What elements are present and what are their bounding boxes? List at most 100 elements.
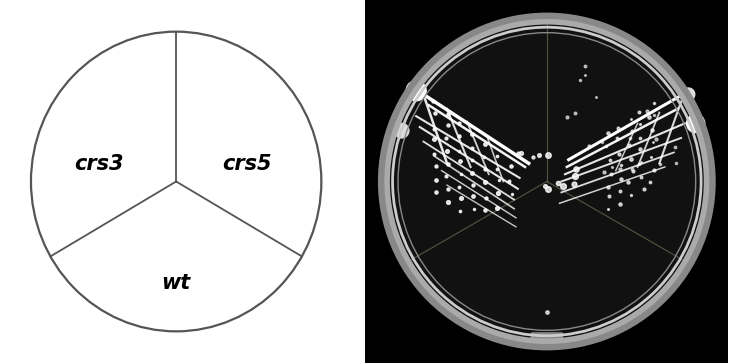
Point bbox=[648, 168, 660, 174]
FancyBboxPatch shape bbox=[531, 332, 563, 343]
Point bbox=[602, 206, 614, 212]
Point bbox=[453, 184, 465, 189]
Point bbox=[583, 143, 595, 149]
Point bbox=[625, 135, 636, 141]
Point bbox=[633, 135, 645, 141]
Point bbox=[440, 173, 452, 179]
Point bbox=[625, 116, 636, 122]
Point bbox=[562, 114, 573, 120]
Point bbox=[492, 190, 504, 196]
Point bbox=[568, 181, 580, 187]
Point bbox=[602, 130, 614, 136]
Point bbox=[647, 111, 659, 117]
Point bbox=[625, 156, 637, 162]
Point bbox=[541, 309, 553, 315]
Point bbox=[443, 111, 454, 117]
Point bbox=[622, 179, 633, 184]
Point bbox=[603, 193, 615, 199]
Point bbox=[491, 205, 503, 211]
Point bbox=[454, 133, 465, 139]
Point bbox=[515, 150, 527, 156]
Point bbox=[442, 161, 454, 167]
Point bbox=[615, 162, 627, 168]
Point bbox=[650, 136, 661, 142]
Point bbox=[466, 158, 478, 163]
Point bbox=[442, 122, 454, 127]
Point bbox=[429, 126, 440, 131]
Point bbox=[596, 139, 608, 145]
Point bbox=[527, 154, 539, 160]
Point bbox=[604, 157, 616, 163]
Point bbox=[670, 160, 682, 166]
Point bbox=[506, 191, 517, 197]
Point bbox=[635, 159, 647, 165]
Point bbox=[552, 180, 564, 186]
Point bbox=[644, 114, 655, 120]
Point bbox=[491, 166, 503, 171]
Point bbox=[429, 110, 441, 115]
Point bbox=[440, 135, 452, 141]
Point bbox=[512, 150, 523, 156]
Point bbox=[504, 179, 515, 184]
Point bbox=[533, 152, 545, 158]
Point bbox=[466, 170, 478, 176]
Circle shape bbox=[406, 81, 426, 101]
Point bbox=[633, 146, 645, 152]
Point bbox=[635, 174, 647, 180]
Point bbox=[633, 161, 645, 167]
Point bbox=[468, 193, 479, 199]
Point bbox=[542, 152, 553, 158]
Point bbox=[647, 139, 658, 145]
Point bbox=[570, 110, 581, 116]
Point bbox=[654, 161, 666, 167]
Point bbox=[456, 195, 468, 201]
Point bbox=[428, 151, 440, 157]
Point bbox=[638, 186, 650, 192]
Point bbox=[456, 171, 468, 176]
Point bbox=[453, 120, 465, 126]
Point bbox=[570, 173, 581, 179]
Point bbox=[605, 171, 617, 177]
Point bbox=[454, 208, 465, 214]
Point bbox=[441, 148, 453, 154]
Point bbox=[505, 163, 517, 169]
Text: wt: wt bbox=[161, 273, 191, 293]
Point bbox=[466, 131, 478, 137]
Point bbox=[614, 151, 625, 157]
Point bbox=[542, 186, 554, 192]
Point bbox=[614, 188, 626, 194]
Point bbox=[590, 94, 602, 100]
Point bbox=[467, 146, 479, 151]
Point bbox=[649, 101, 661, 106]
Point bbox=[480, 195, 492, 201]
Point bbox=[468, 182, 479, 188]
Point bbox=[442, 199, 454, 205]
Point bbox=[454, 159, 466, 164]
Point bbox=[614, 166, 626, 172]
Point bbox=[627, 168, 639, 174]
Point bbox=[669, 144, 681, 150]
Point bbox=[479, 207, 491, 213]
Point bbox=[454, 148, 465, 154]
Circle shape bbox=[682, 88, 695, 101]
Point bbox=[612, 125, 624, 131]
Point bbox=[539, 183, 551, 189]
Circle shape bbox=[387, 22, 707, 341]
Point bbox=[579, 72, 591, 78]
Point bbox=[479, 167, 490, 172]
Point bbox=[611, 135, 623, 141]
Circle shape bbox=[394, 123, 409, 138]
Point bbox=[430, 163, 442, 169]
Point bbox=[626, 128, 638, 134]
Point bbox=[556, 183, 568, 188]
Point bbox=[623, 142, 635, 147]
Point bbox=[642, 109, 653, 114]
Point bbox=[598, 170, 610, 175]
Point bbox=[491, 152, 503, 158]
Point bbox=[625, 192, 637, 198]
Point bbox=[541, 333, 553, 339]
Point bbox=[633, 110, 645, 115]
Point bbox=[579, 63, 591, 69]
Circle shape bbox=[31, 32, 321, 331]
Point bbox=[430, 177, 442, 183]
